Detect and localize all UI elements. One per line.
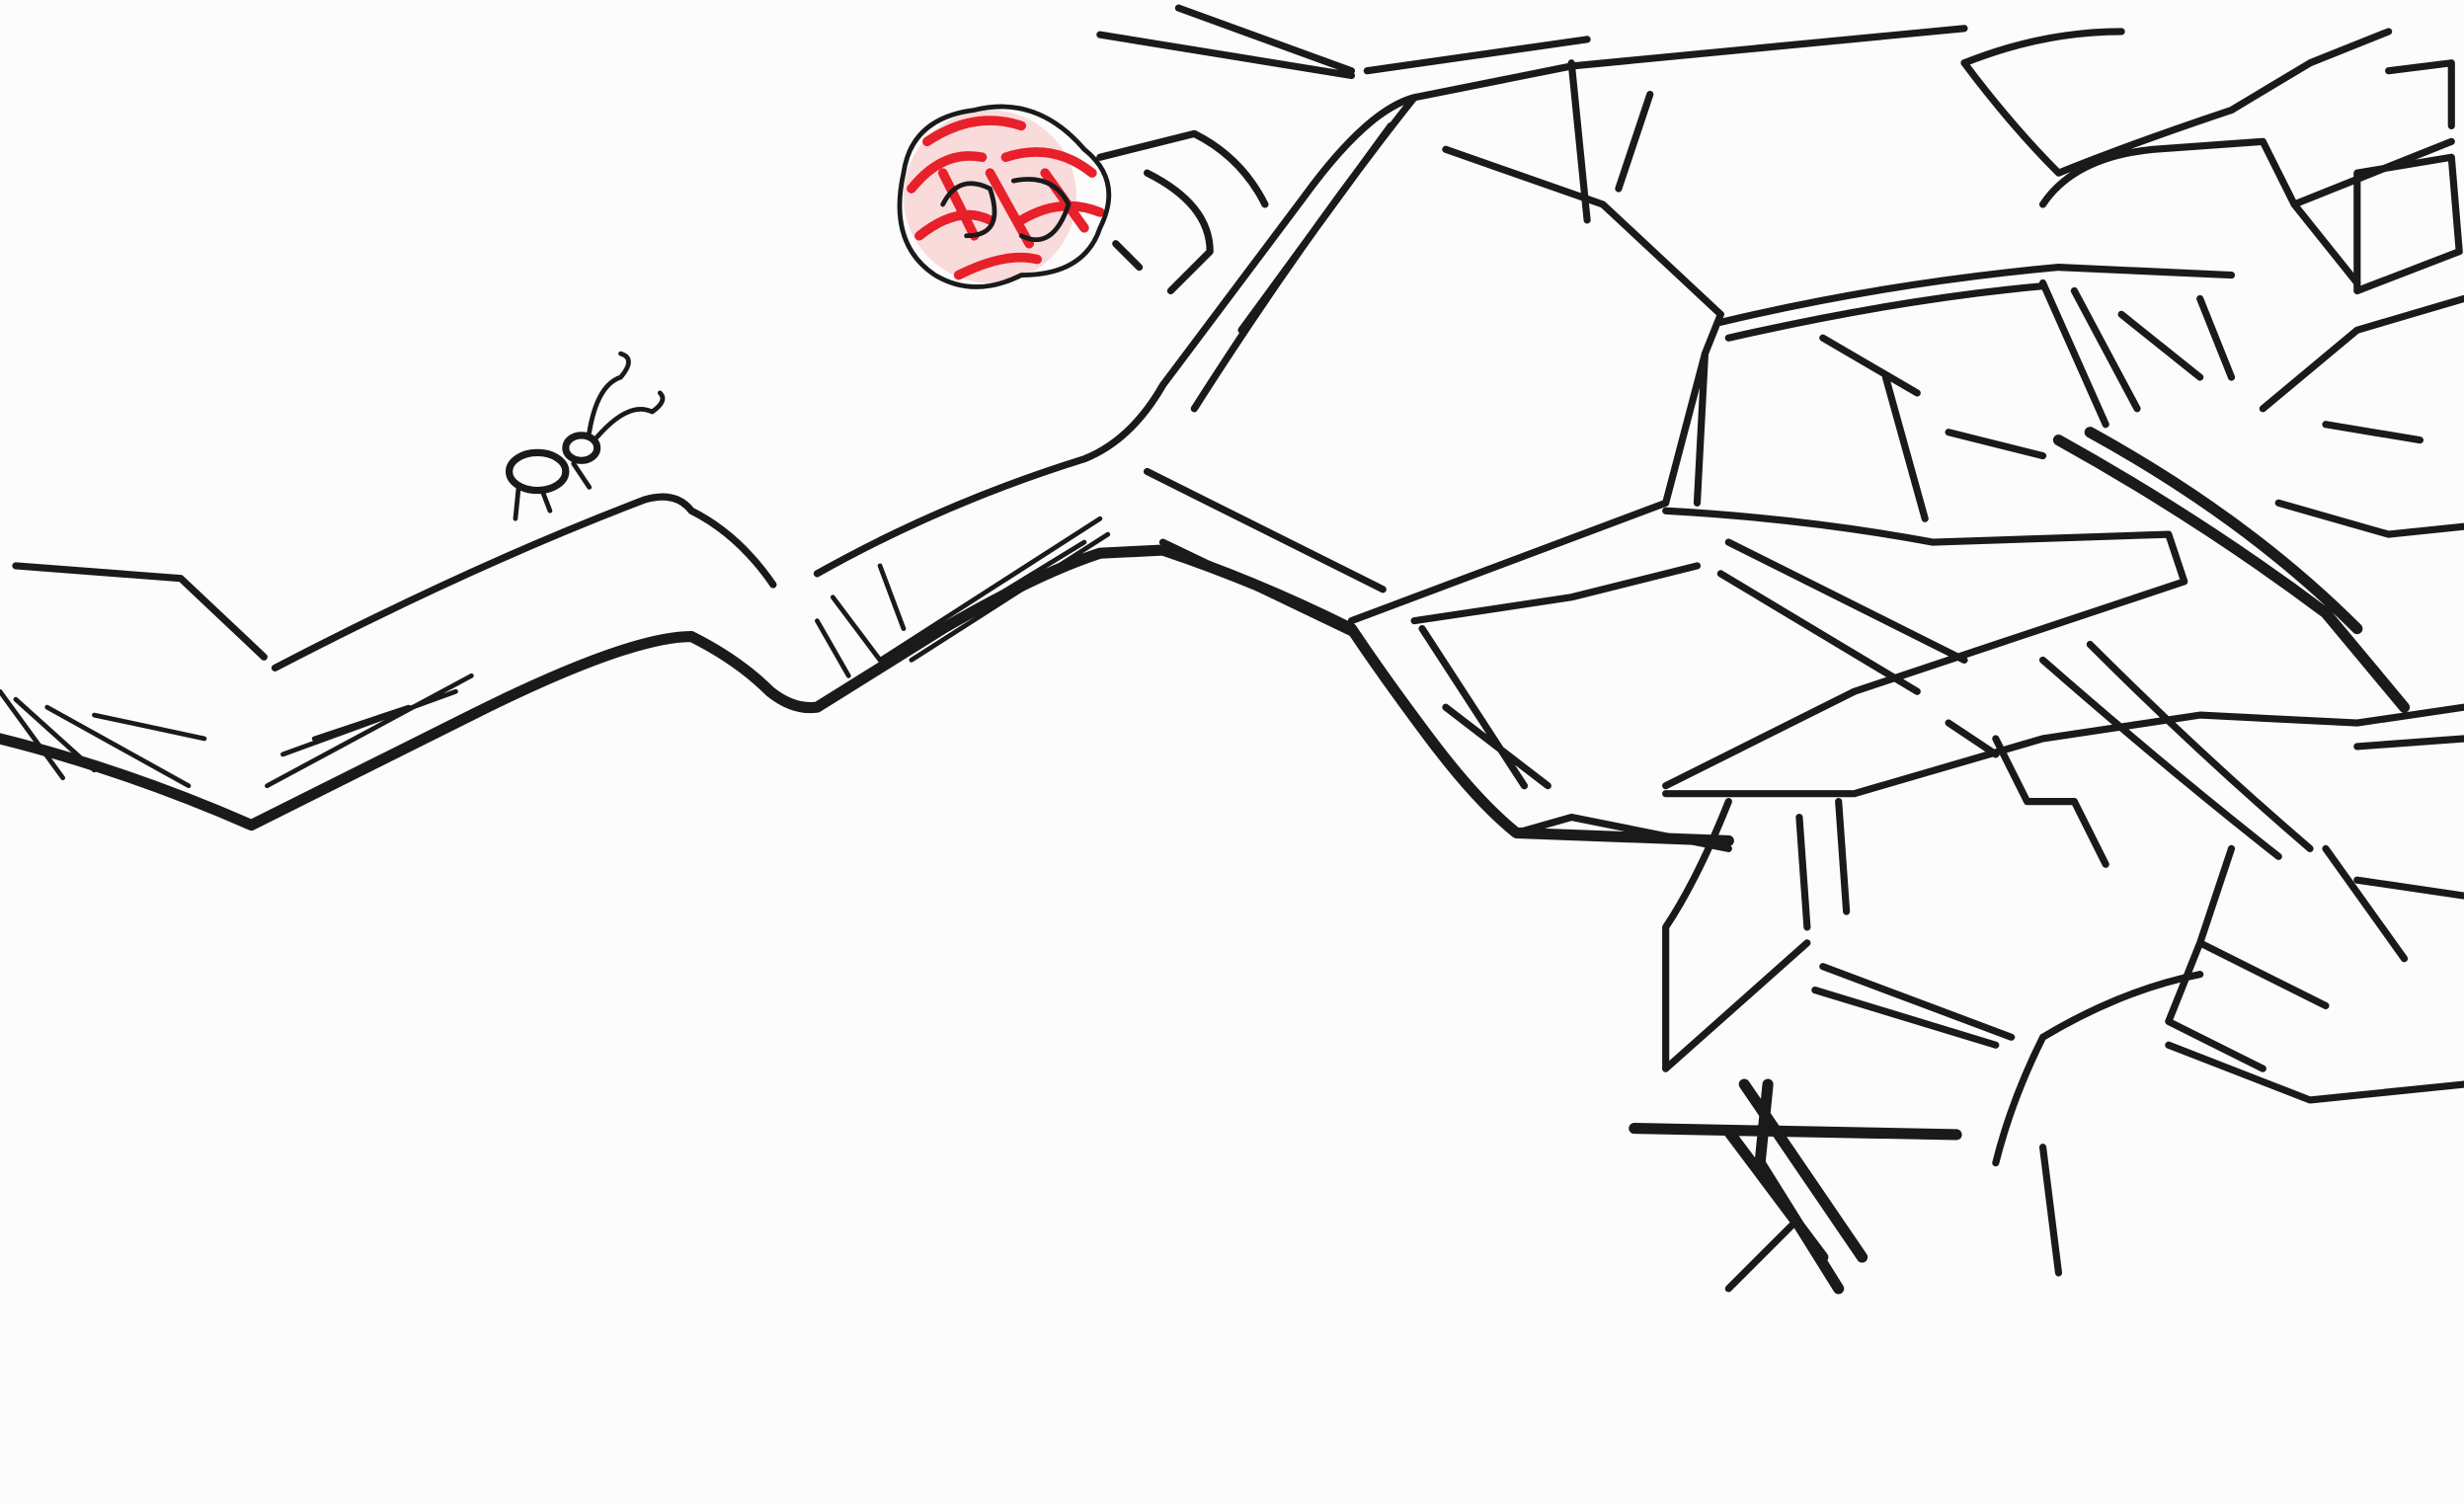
- cell-edge: [1143, 467, 1387, 641]
- cell-edge: [1662, 798, 1851, 1072]
- twig: [1096, 129, 1269, 295]
- flower-outline: [897, 104, 1112, 289]
- ant: [505, 351, 666, 521]
- cell-edge: [2038, 640, 2409, 963]
- cell-edge: [1190, 94, 1418, 413]
- ant-body: [505, 448, 570, 495]
- flower: [897, 104, 1112, 289]
- cell-edge: [2052, 427, 2411, 713]
- cell-edge: [1662, 507, 2188, 790]
- cell-edge: [1512, 813, 2063, 1293]
- branch-shading: [265, 673, 474, 789]
- cell-edge: [2165, 844, 2464, 1104]
- branch-stroke: [813, 25, 1968, 578]
- cell-edge: [1410, 538, 1968, 695]
- cell-edge: [2353, 59, 2463, 295]
- twig: [1096, 4, 1591, 80]
- branch-shading: [815, 515, 1111, 678]
- cell-edge: [1629, 1078, 1962, 1295]
- branch: [0, 4, 1968, 846]
- cell-edge: [1945, 719, 2109, 868]
- branch-stroke: [12, 562, 268, 661]
- cell-edge: [1693, 334, 2047, 522]
- cell-edge: [1418, 59, 1654, 790]
- cell-lattice: [1143, 28, 2464, 1295]
- cell-edge: [1716, 264, 2236, 342]
- ant-body: [562, 432, 601, 464]
- ant-leg: [513, 351, 666, 521]
- cell-edge: [1960, 28, 2393, 177]
- cell-edge: [2259, 294, 2464, 538]
- branch-stroke: [271, 493, 777, 672]
- cell-edge: [2038, 278, 2236, 429]
- cell-edge: [1662, 939, 2016, 1072]
- branch-shading: [0, 688, 207, 789]
- cell-edge: [1992, 876, 2464, 1167]
